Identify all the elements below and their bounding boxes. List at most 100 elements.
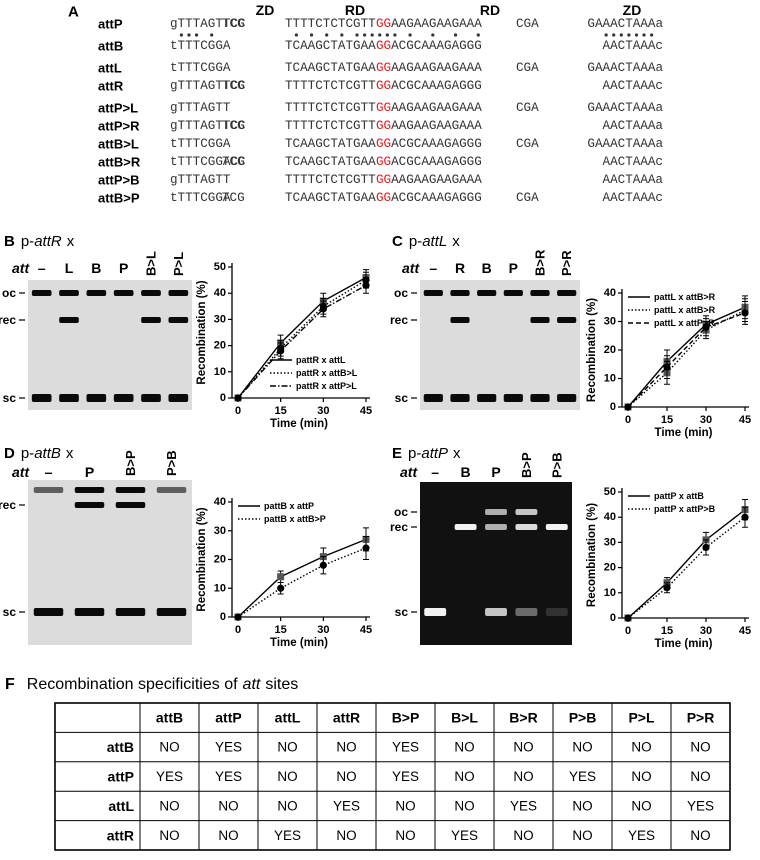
spacer-cga: CGA (516, 17, 539, 31)
y-tick-label: 10 (604, 373, 616, 385)
band-label: sc (3, 605, 17, 619)
gel-band (530, 394, 550, 402)
gel-band (31, 290, 52, 296)
core: GG (376, 101, 391, 115)
identity-dot (179, 33, 183, 37)
table-frame (54, 702, 731, 851)
legend-label: pattB x attP (264, 501, 314, 511)
gel-band (141, 394, 161, 402)
gel-band (59, 317, 79, 323)
y-tick-label: 20 (604, 562, 616, 574)
series-line (627, 516, 746, 619)
y-axis-title: Recombination (%) (196, 280, 208, 384)
zd-left: gTTTAGTT (170, 101, 231, 115)
region-header: RD (480, 2, 500, 18)
gel-band (168, 317, 189, 323)
rd-left: TTTTCTCTCGTT (285, 101, 376, 115)
marker (663, 584, 671, 592)
band-label: rec (0, 313, 16, 327)
gel-band (485, 524, 507, 530)
zd-right: GAAACTAAAa (587, 101, 663, 115)
identity-dot (187, 33, 191, 37)
y-tick-label: 30 (214, 525, 226, 537)
gel-band (423, 394, 443, 402)
y-axis-title: Recombination (%) (586, 503, 598, 607)
core: GG (376, 155, 391, 169)
gel (28, 480, 192, 645)
core: GG (376, 79, 391, 93)
marker (234, 613, 242, 621)
y-tick-label: 0 (610, 401, 616, 413)
lane-label: B>R (533, 249, 548, 276)
y-tick-label: 40 (604, 287, 616, 299)
rd-left: TTTTCTCTCGTT (285, 173, 376, 187)
y-tick-label: 50 (214, 261, 226, 273)
table-cell: NO (336, 740, 356, 755)
x-axis-title: Time (min) (270, 637, 328, 649)
gel-band (31, 394, 52, 402)
gel-band (141, 317, 161, 323)
y-tick-label: 20 (214, 340, 226, 352)
legend-label: pattP x attB (654, 491, 704, 501)
column-header: P>R (687, 710, 715, 726)
panel-title-part: C (392, 233, 403, 250)
lane-label: L (65, 260, 74, 276)
panel-title-part: p- (408, 445, 421, 462)
panel-title-part: p- (21, 233, 34, 250)
rd-right: ACGCAAAGAGGG (391, 191, 482, 205)
y-tick-label: 20 (604, 344, 616, 356)
lane-label: P (509, 260, 518, 276)
gel-band (450, 290, 470, 296)
gel-band (113, 394, 134, 402)
band-label: sc (395, 605, 409, 619)
x-tick-label: 0 (625, 625, 631, 637)
lane-label: P>L (171, 252, 186, 276)
gel-band (115, 502, 146, 508)
site-name: attP>R (98, 119, 140, 134)
lane-label: B (461, 464, 471, 480)
table-cell: NO (631, 769, 651, 784)
lane-label: – (38, 260, 46, 276)
gel-band (86, 394, 107, 402)
table-cell: NO (454, 769, 474, 784)
band-label: oc (2, 286, 16, 300)
gel-band (74, 487, 105, 493)
gel-band (141, 290, 161, 296)
gel-band (557, 394, 577, 402)
column-header: attR (333, 710, 360, 726)
gel-band (424, 608, 447, 616)
gel-band (168, 290, 189, 296)
band-label: rec (390, 313, 408, 327)
table-cell: NO (277, 769, 297, 784)
site-name: attB>L (98, 137, 139, 152)
rd-right: AAGAAGAAGAAA (391, 61, 482, 75)
gel-band (485, 509, 507, 515)
rd-left: TTTTCTCTCGTT (285, 17, 376, 31)
legend-label: pattR x attL (296, 355, 346, 365)
table-title-part: F (5, 676, 15, 693)
panel-title-part: attL (422, 233, 447, 250)
x-tick-label: 0 (625, 414, 631, 426)
lane-label: R (455, 260, 465, 276)
gel-band (503, 290, 523, 296)
core: GG (376, 119, 391, 133)
panel-title-part: x (453, 445, 461, 462)
marker (702, 543, 710, 552)
identity-dot (370, 33, 374, 37)
identity-dot (634, 33, 639, 37)
rd-right: AAGAAGAAGAAA (391, 101, 482, 115)
rd-right: ACGCAAAGAGGG (391, 137, 482, 151)
gel-band (74, 608, 105, 616)
core: GG (376, 61, 391, 75)
site-name: attP>B (98, 173, 140, 188)
table-cell: YES (569, 769, 596, 784)
table-cell: NO (277, 798, 297, 813)
panel-title-part: p- (409, 233, 422, 250)
marker (624, 403, 632, 411)
core: GG (376, 137, 391, 151)
zd-left: tTTTCGGA (170, 137, 231, 151)
marker (663, 363, 671, 371)
panel-title-part: p- (21, 445, 34, 462)
